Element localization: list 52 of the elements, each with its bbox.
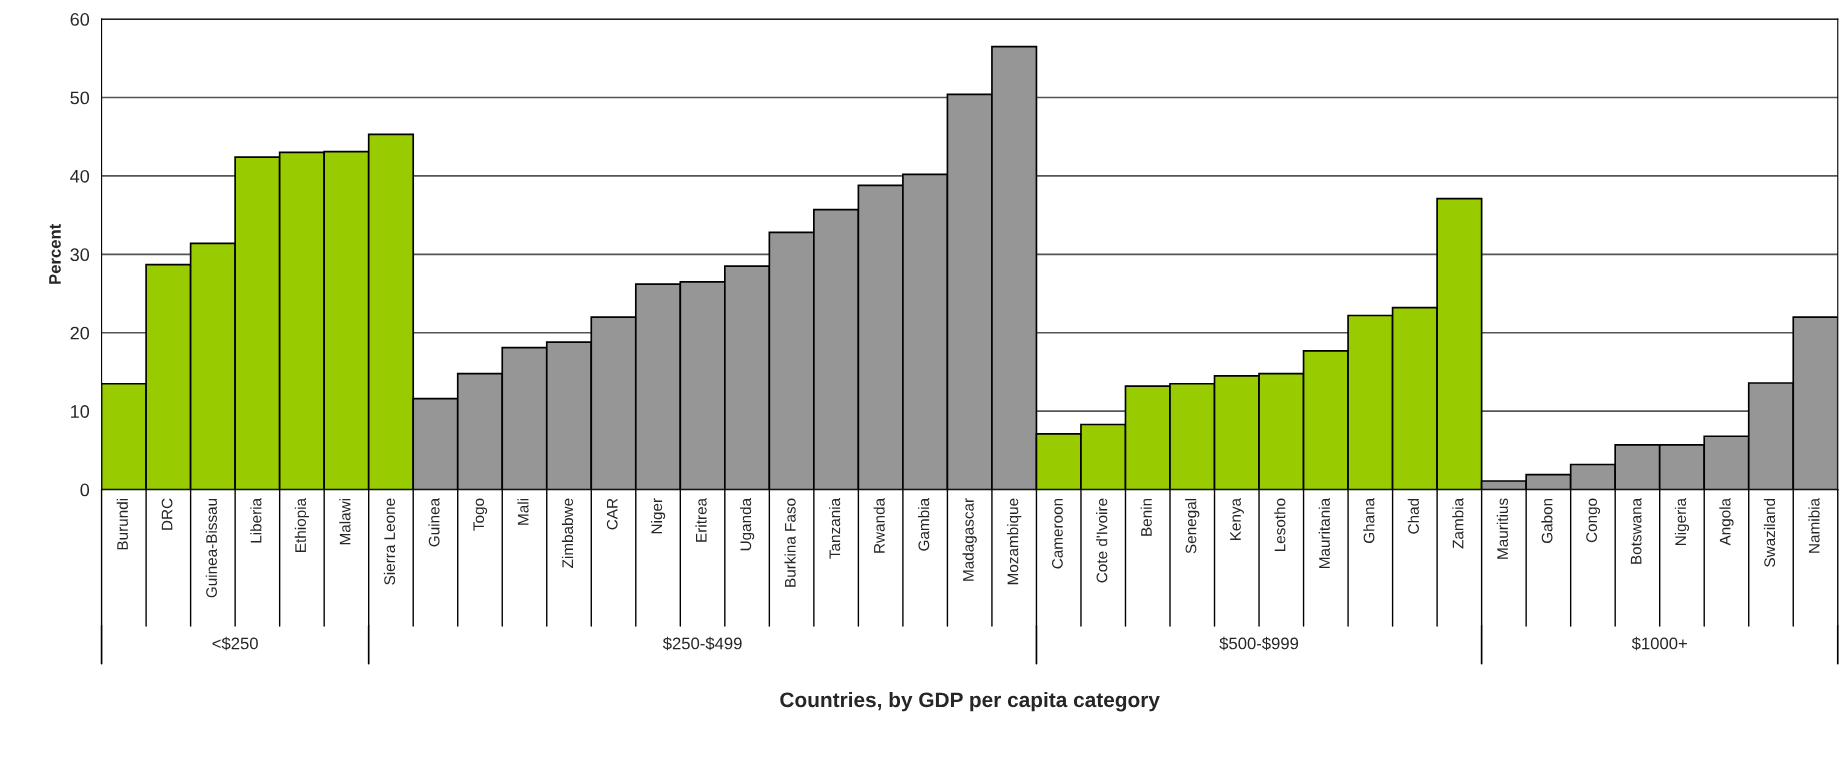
x-tick-label: Angola [1719,497,1734,546]
x-tick-label: Burundi [116,498,128,550]
x-tick-label: Uganda [739,497,755,551]
x-tick-label: Lesotho [1274,498,1286,552]
text: <$250 [212,636,258,651]
x-tick-label: Namibia [1808,497,1820,553]
text: $250-$499 [662,636,742,651]
y-tick-label: 30 [70,248,90,262]
x-tick-label: Togo [473,498,488,531]
x-tick-label: Eritrea [695,497,707,542]
x-tick-label: Guinea-Bissau [205,498,217,598]
x-tick-label: Guinea [428,497,440,547]
y-tick-label: 0 [80,483,90,497]
x-tick-label: Gambia [918,497,930,551]
y-tick-label: 60 [70,13,90,26]
x-tick-label: Botswana [1630,497,1642,564]
x-tick-label: Zimbabwe [561,498,574,568]
y-tick-label: 40 [70,169,90,183]
x-tick-label: Madagascar [962,498,977,581]
x-tick-label: Cote d'Ivoire [1096,498,1108,583]
x-tick-label: Niger [650,498,666,534]
y-axis-title: Percent [49,223,61,284]
x-tick-label: Mozambique [1007,498,1022,585]
x-tick-label: DRC [161,498,173,530]
x-tick-label: Mauritania [1318,497,1330,569]
x-tick-label: Tanzania [829,497,841,559]
x-tick-label: Nigeria [1674,497,1690,546]
x-tick-label: Congo [1586,498,1601,543]
x-tick-label: Gabon [1541,498,1553,544]
x-tick-label: CAR [606,498,618,530]
x-tick-label: Senegal [1185,498,1200,554]
x-tick-label: Zambia [1452,497,1464,549]
x-tick-label: Sierra Leone [383,498,396,585]
y-tick-label: 10 [71,405,90,418]
x-tick-label: Benin [1140,498,1152,536]
x-axis-title: Countries, by GDP per capita category [780,691,1160,712]
x-tick-label: Rwanda [873,497,885,553]
x-tick-label: Mali [517,498,529,525]
text: $1000+ [1631,636,1687,651]
x-tick-label: Chad [1407,498,1419,534]
x-tick-label: Cameroon [1051,498,1063,569]
x-tick-label: Mauritius [1496,498,1508,559]
x-tick-label: Burkina Faso [784,498,796,587]
y-tick-label: 20 [70,326,90,340]
x-tick-label: Ghana [1363,497,1375,544]
y-tick-label: 50 [70,91,90,105]
x-tick-label: Liberia [250,497,262,543]
x-tick-label: Kenya [1230,497,1244,540]
x-tick-label: Malawi [339,498,351,545]
x-tick-label: Swaziland [1763,498,1776,567]
text: $500-$999 [1219,636,1299,651]
x-tick-label: Ethiopia [294,497,310,552]
